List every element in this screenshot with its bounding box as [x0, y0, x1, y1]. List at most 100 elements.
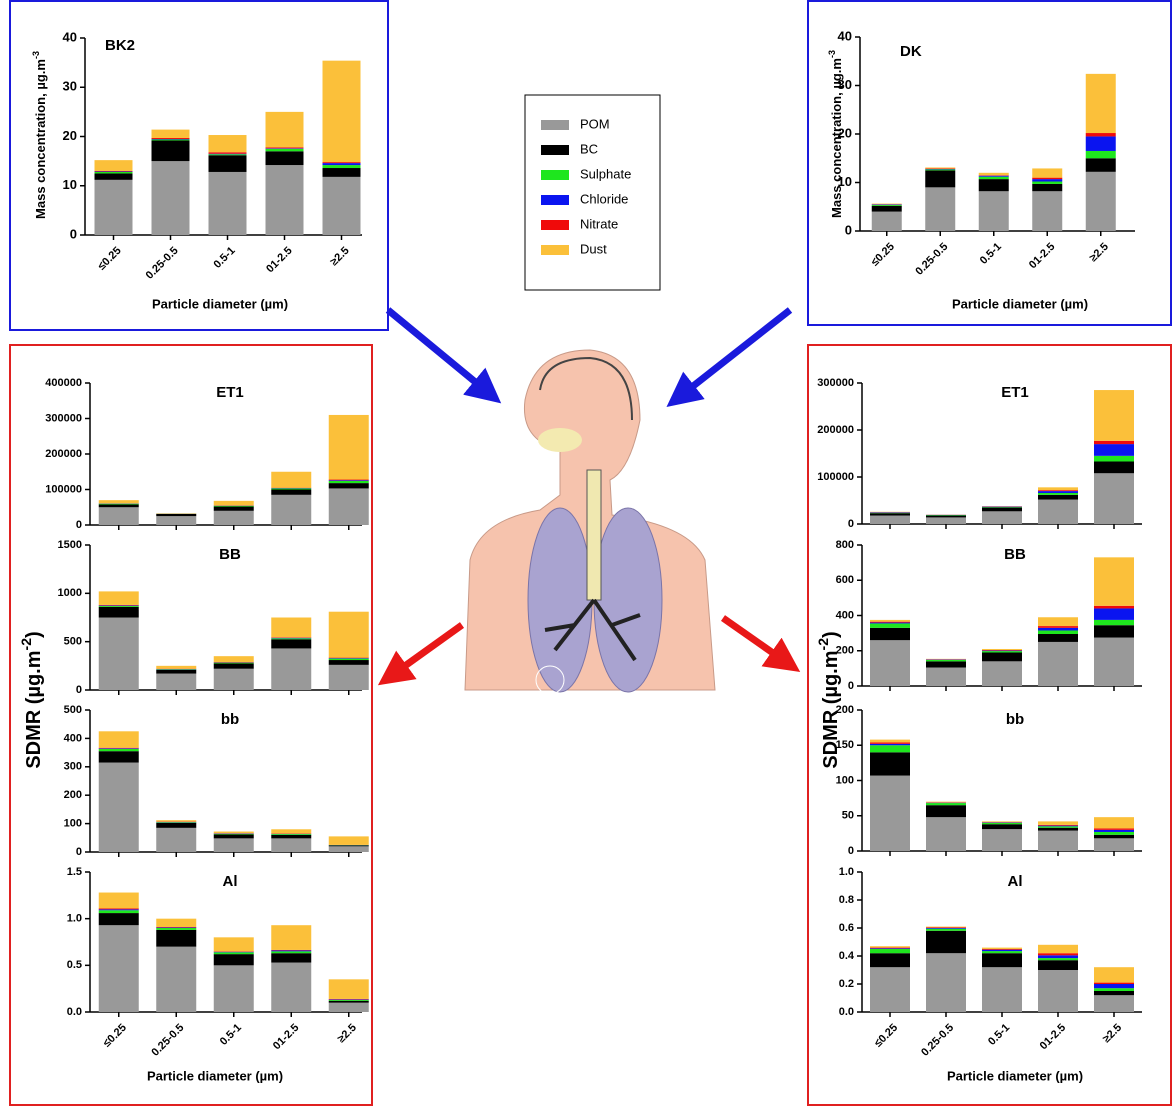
y-axis-label-text: Mass concentration, µg.m — [33, 59, 48, 219]
bar-segment — [208, 155, 247, 172]
bar-segment — [926, 817, 966, 851]
bar-segment — [156, 928, 197, 930]
bar-segment — [1038, 826, 1078, 828]
bar-segment — [156, 918, 197, 928]
bar-segment — [271, 829, 312, 834]
bar-segment — [1094, 608, 1134, 620]
bar-segment — [271, 488, 312, 490]
panel-frame — [807, 0, 1172, 326]
chart-title: DK — [900, 43, 922, 60]
bar-segment — [213, 952, 254, 955]
bar-segment — [926, 930, 966, 954]
bar-segment — [982, 507, 1022, 512]
bar-segment — [328, 479, 369, 481]
bar-segment — [265, 151, 304, 166]
bar-segment — [156, 822, 197, 828]
y-tick-label: 100000 — [817, 471, 854, 483]
bar-segment — [870, 967, 910, 1012]
bar-segment — [322, 176, 361, 235]
bar-segment — [156, 669, 197, 674]
y-tick-label: 0 — [845, 222, 852, 237]
bar-segment — [926, 805, 966, 818]
bar-segment — [1032, 183, 1063, 192]
bar-segment — [1038, 617, 1078, 627]
chart-title: ET1 — [1001, 384, 1029, 401]
bar-segment — [871, 204, 902, 206]
y-tick-label: 0.0 — [839, 1006, 854, 1018]
bar-segment — [271, 834, 312, 835]
bar-segment — [870, 627, 910, 641]
bar-segment — [94, 171, 133, 174]
bar-segment — [1038, 821, 1078, 825]
bar-segment — [328, 611, 369, 658]
x-axis-label: Particle diameter (µm) — [152, 296, 288, 311]
bar-segment — [1085, 133, 1116, 137]
bar-segment — [156, 822, 197, 823]
bar-segment — [328, 1000, 369, 1003]
y-tick-label: 100 — [64, 818, 82, 830]
y-tick-label: 0.4 — [839, 950, 855, 962]
bar-segment — [925, 187, 956, 231]
bar-segment — [98, 908, 139, 910]
bar-segment — [982, 661, 1022, 686]
y-axis-label-sup: -3 — [31, 51, 41, 59]
bar-segment — [213, 505, 254, 507]
bar-segment — [98, 617, 139, 690]
bar-segment — [208, 135, 247, 153]
panel-frame — [9, 344, 373, 1106]
bar-segment — [982, 511, 1022, 524]
bar-segment — [870, 752, 910, 776]
bar-segment — [1094, 988, 1134, 991]
bar-segment — [1094, 995, 1134, 1012]
y-tick-label: 40 — [63, 29, 77, 44]
bar-segment — [870, 775, 910, 851]
chart-title: BB — [1004, 546, 1026, 563]
bar-segment — [1038, 827, 1078, 831]
bar-segment — [328, 480, 369, 481]
bar-segment — [1038, 499, 1078, 524]
bar-segment — [982, 650, 1022, 651]
x-tick-label: ≤0.25 — [872, 1022, 900, 1050]
bar-segment — [982, 650, 1022, 652]
bar-segment — [982, 822, 1022, 825]
bar-segment — [1085, 150, 1116, 159]
bar-segment — [1038, 630, 1078, 635]
bar-segment — [94, 160, 133, 171]
bar-segment — [926, 953, 966, 1012]
y-tick-label: 1.5 — [67, 866, 82, 878]
bar-segment — [982, 947, 1022, 949]
bar-segment — [265, 147, 304, 149]
x-tick-label: ≤0.25 — [869, 241, 897, 269]
x-tick-label: 0.5-1 — [986, 1022, 1012, 1048]
y-tick-label: 150 — [836, 739, 854, 751]
bar-segment — [156, 827, 197, 852]
chart-title: bb — [1006, 711, 1024, 728]
bar-segment — [213, 663, 254, 669]
bar-segment — [1094, 625, 1134, 638]
bar-segment — [271, 838, 312, 852]
bar-segment — [1038, 830, 1078, 851]
bar-segment — [328, 664, 369, 690]
bar-segment — [271, 953, 312, 963]
bar-segment — [1094, 390, 1134, 441]
x-tick-label: 0.5-1 — [211, 245, 237, 271]
bar-segment — [926, 517, 966, 524]
x-tick-label: 0.5-1 — [978, 241, 1004, 267]
bar-segment — [982, 949, 1022, 952]
legend-swatch — [541, 120, 569, 130]
chart-title: ET1 — [216, 384, 244, 401]
bar-segment — [1085, 171, 1116, 231]
y-tick-label: 10 — [63, 177, 77, 192]
bar-segment — [978, 175, 1009, 177]
y-tick-label: 0 — [76, 519, 82, 531]
bar-segment — [1085, 158, 1116, 172]
bar-segment — [1094, 619, 1134, 626]
bar-segment — [1038, 958, 1078, 961]
bar-segment — [870, 739, 910, 743]
bar-segment — [213, 831, 254, 834]
bar-segment — [926, 659, 966, 662]
y-tick-label: 0 — [70, 226, 77, 241]
bar-segment — [265, 148, 304, 152]
bar-segment — [98, 747, 139, 749]
bar-segment — [94, 179, 133, 235]
